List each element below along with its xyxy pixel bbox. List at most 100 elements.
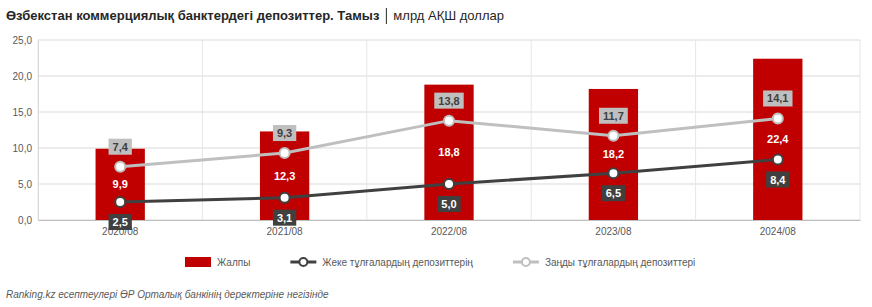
data-labels: 9,9 12,3 18,8 18,2 22,4 2,5 3,1 5,0 6,5 8,4 7,4 9,3… — [109, 90, 793, 230]
x-tick-label: 2023/08 — [595, 226, 632, 237]
y-tick-label: 10,0 — [13, 143, 33, 154]
bar-label: 18,8 — [438, 146, 459, 158]
marker — [444, 116, 454, 126]
line-label-text: 2,5 — [113, 216, 128, 228]
marker — [608, 168, 618, 178]
legend-marker — [522, 258, 530, 266]
line-label-text: 8,4 — [770, 174, 786, 186]
bar-label: 12,3 — [274, 170, 295, 182]
source: Ranking.kz есептеулері ӨР Орталық банкін… — [6, 289, 329, 300]
bar — [589, 89, 638, 220]
line-label-text: 9,3 — [277, 127, 292, 139]
line-label-box — [437, 196, 460, 212]
x-tick-label: 2021/08 — [267, 226, 304, 237]
y-tick: 10,0 — [13, 143, 38, 154]
bar — [753, 59, 802, 220]
line — [120, 160, 778, 202]
line-label: 9,3 — [273, 125, 296, 141]
title-separator — [386, 8, 387, 24]
bar-label: 22,4 — [767, 133, 789, 145]
legend: Жалпы Жеке тұлғалардың депозиттерің Заңды … — [185, 257, 695, 268]
y-tick: 15,0 — [13, 107, 38, 118]
grid-line — [38, 76, 860, 77]
line-label: 14,1 — [763, 90, 792, 106]
line-label: 11,7 — [599, 108, 628, 124]
bar-label: 18,2 — [603, 148, 624, 160]
line-label-box — [109, 139, 132, 155]
line-label: 6,5 — [602, 185, 625, 201]
subtitle: млрд АҚШ доллар — [393, 8, 504, 23]
marks — [96, 59, 803, 220]
line-label-text: 5,0 — [441, 198, 456, 210]
grid-line-vertical — [695, 40, 696, 220]
line-label-box — [602, 185, 625, 201]
x-tick: 2023/08 — [595, 220, 632, 237]
bar — [424, 85, 473, 220]
x-tick-label: 2024/08 — [760, 226, 797, 237]
x-tick: 2022/08 — [431, 220, 468, 237]
line-label-text: 13,8 — [438, 95, 459, 107]
bar-label: 9,9 — [113, 178, 128, 190]
line-label-box — [766, 172, 789, 188]
line-label-text: 11,7 — [603, 110, 624, 122]
marker — [773, 113, 783, 123]
y-tick: 20,0 — [13, 71, 38, 82]
y-tick-label: 20,0 — [13, 71, 33, 82]
grid-line-vertical — [860, 40, 861, 220]
line-label-box — [599, 108, 628, 124]
x-axis: 2020/082021/082022/082023/082024/08 — [39, 220, 861, 237]
grid-line — [38, 40, 860, 41]
marker — [608, 131, 618, 141]
line-label-box — [273, 125, 296, 141]
line-label-box — [434, 93, 463, 109]
y-axis-line — [38, 41, 39, 221]
x-axis-line — [39, 220, 861, 221]
marker — [115, 162, 125, 172]
grid-line-vertical — [366, 40, 367, 220]
legend-item: Жалпы — [185, 257, 250, 268]
legend-swatch — [185, 257, 211, 267]
grid-line-vertical — [38, 40, 39, 220]
line-label-box — [109, 214, 132, 230]
y-tick: 5,0 — [18, 179, 38, 190]
y-tick: 25,0 — [13, 35, 38, 46]
y-tick-label: 15,0 — [13, 107, 33, 118]
y-tick-label: 25,0 — [13, 35, 33, 46]
line-label: 3,1 — [273, 210, 296, 226]
bar — [96, 149, 145, 220]
line-label: 8,4 — [766, 172, 789, 188]
legend-label: Жалпы — [217, 257, 250, 268]
x-tick: 2024/08 — [760, 220, 797, 237]
legend-item: Жеке тұлғалардың депозиттерің — [290, 257, 473, 268]
line-label-text: 3,1 — [277, 212, 292, 224]
line-label-text: 6,5 — [606, 187, 621, 199]
grid-line-vertical — [531, 40, 532, 220]
x-tick-label: 2022/08 — [431, 226, 468, 237]
y-axis: 0,0 5,0 10,0 15,0 20,0 25,0 — [13, 35, 39, 226]
line-label-text: 14,1 — [767, 92, 788, 104]
marker — [773, 155, 783, 165]
legend-marker — [299, 258, 307, 266]
grid-line-vertical — [202, 40, 203, 220]
grid — [38, 40, 860, 220]
marker — [444, 179, 454, 189]
line-label-box — [763, 90, 792, 106]
legend-item: Заңды тұлғалардың депозиттері — [513, 257, 695, 268]
y-tick-label: 0,0 — [18, 215, 32, 226]
line-label: 7,4 — [109, 139, 132, 155]
line-label-box — [273, 210, 296, 226]
line-label: 2,5 — [109, 214, 132, 230]
y-tick: 0,0 — [18, 215, 38, 226]
line-label: 13,8 — [434, 93, 463, 109]
legend-label: Жеке тұлғалардың депозиттерің — [322, 257, 473, 268]
line-label-text: 7,4 — [113, 141, 129, 153]
legend-label: Заңды тұлғалардың депозиттері — [545, 257, 695, 268]
marker — [280, 148, 290, 158]
marker — [280, 193, 290, 203]
marker — [115, 197, 125, 207]
title: Өзбекстан коммерциялық банктердегі депоз… — [6, 8, 380, 23]
chart: Өзбекстан коммерциялық банктердегі депоз… — [0, 0, 872, 307]
y-tick-label: 5,0 — [18, 179, 32, 190]
bar — [260, 131, 309, 220]
line-label: 5,0 — [437, 196, 460, 212]
